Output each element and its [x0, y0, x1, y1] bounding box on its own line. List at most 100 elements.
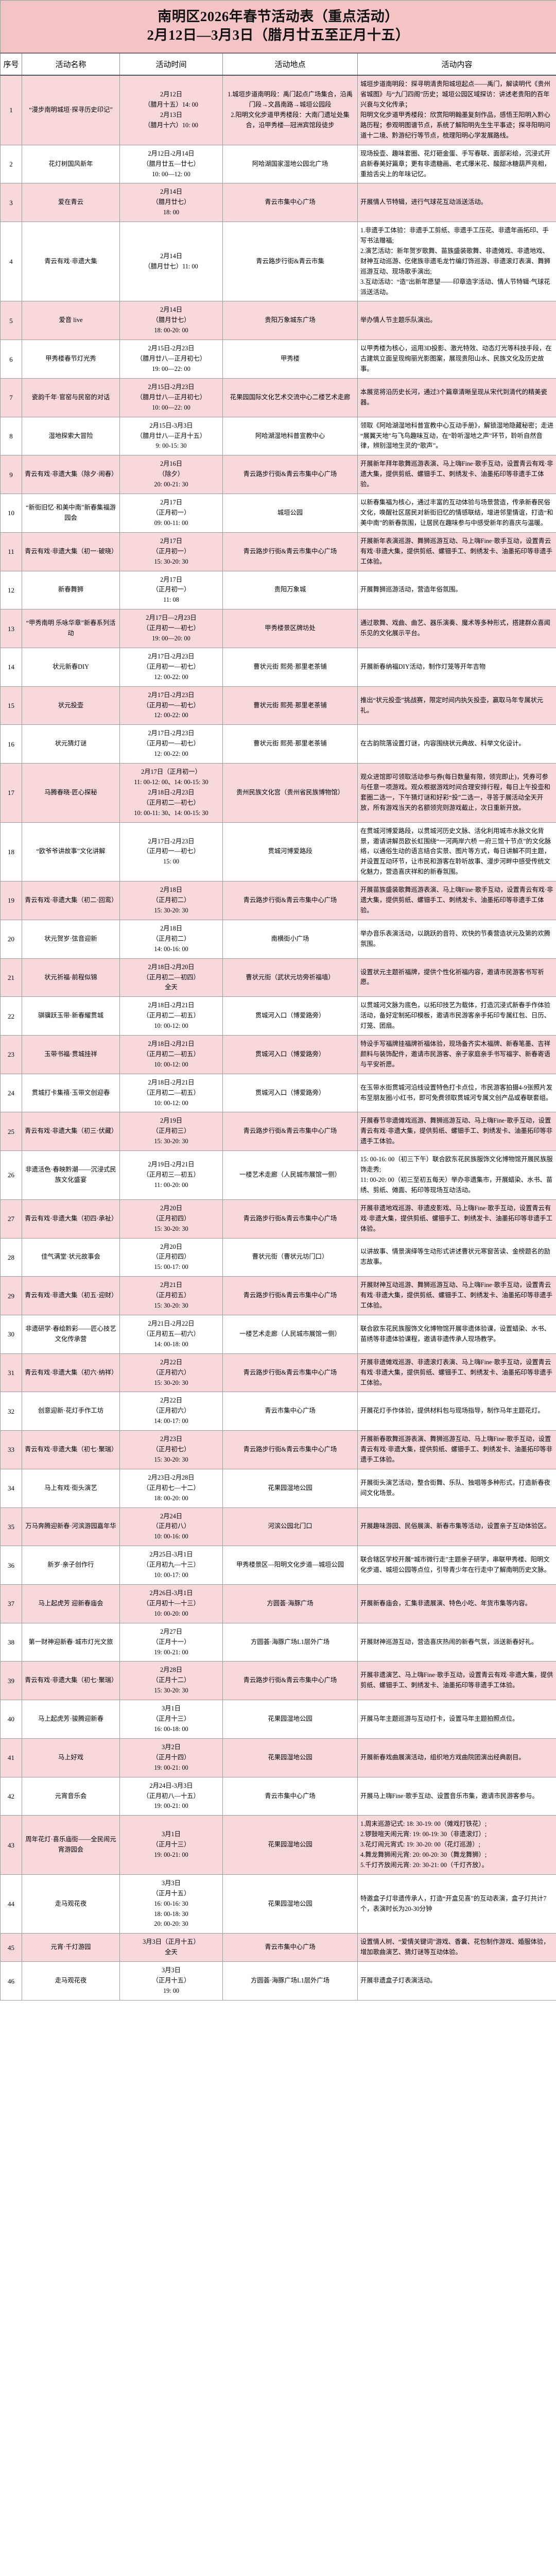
row-activity-content: 以贯城河文脉为底色，以拓印技艺为载体，打造沉浸式新春手作体验活动，备好定制拓印模…	[357, 996, 556, 1036]
row-activity-time: 2月23日 （正月初七） 15: 30-20: 30	[119, 1430, 223, 1469]
row-activity-name: 青云有戏·非遗大集（初五·迎财）	[22, 1276, 120, 1315]
spring-festival-schedule-table: 南明区2026年春节活动表（重点活动） 2月12日—3月3日（腊月廿五至正月十五…	[0, 0, 556, 2001]
table-row: 18 “欧爷爷讲故事”文化讲解 2月17日-2月23日 （正月初一—初七） 15: 00…	[0, 822, 556, 882]
table-row: 41 马上好戏 3月2日 （正月十四） 19: 00-21: 00 花果园湿地公园 开展新春…	[0, 1738, 556, 1777]
row-activity-name: 状元投壶	[22, 686, 120, 725]
row-activity-time: 2月12日-2月14日 （腊月廿五—廿七） 10: 00—12: 00	[119, 144, 223, 184]
row-activity-time: 2月19日 （正月初三） 15: 30-20: 30	[119, 1112, 223, 1151]
row-activity-name: 瓷韵千年·官窑与民窑的对话	[22, 378, 120, 417]
row-activity-time: 3月3日 （正月十五） 16: 00-16: 30 18: 00-18: 30 20: …	[119, 1874, 223, 1934]
row-activity-content: 开展财神互动巡游、舞狮巡游互动、马上嗨Fine·歌手互动，设置青云有戏·非遗大集…	[357, 1276, 556, 1315]
row-activity-place: 南横街小广场	[222, 919, 358, 959]
row-activity-name: 第一财神迎新春·城市灯光文旅	[22, 1622, 120, 1662]
table-row: 37 马上起虎芳 迎新春庙会 2月26日-3月1日 （正月初十—十三） 10: 00-2…	[0, 1584, 556, 1623]
row-activity-content: 以新春集福为核心，通过丰富的互动体验与场景营造，传承新春民俗文化，唤醒社区居民对…	[357, 494, 556, 533]
row-activity-content: 开展情人节特辑，进行气球花互动派送活动。	[357, 183, 556, 223]
row-activity-time: 2月18日-2月20日 （正月初二—初四） 全天	[119, 958, 223, 997]
row-activity-name: 马上起虎芳·骏腾迎新春	[22, 1700, 120, 1739]
row-activity-time: 2月21日-2月22日 （正月初五—初六） 14: 00-18: 00	[119, 1314, 223, 1354]
row-activity-content: 开展街头演艺活动，整合街舞、乐队、独唱等多种形式，打造新春夜间文化场景。	[357, 1468, 556, 1508]
row-no: 35	[0, 1507, 22, 1547]
table-row: 7 瓷韵千年·官窑与民窑的对话 2月15日-2月23日 （腊月廿八—正月初七） 10: …	[0, 378, 556, 417]
row-activity-place: 阿哈湖国家湿地公园北广场	[222, 144, 358, 184]
row-activity-time: 2月17日-2月23日 （正月初一—初七） 15: 00	[119, 822, 223, 882]
table-row: 10 “新街旧忆·和美中南”新春集福游园会 2月17日 （正月初一） 09: 00-11…	[0, 494, 556, 533]
row-activity-place: 花果园湿地公园	[222, 1738, 358, 1777]
row-activity-name: “新街旧忆·和美中南”新春集福游园会	[22, 494, 120, 533]
row-no: 34	[0, 1468, 22, 1508]
row-activity-content: 在玉带水街贯城河沿线设置特色打卡点位，市民游客拍摄4-9张照片发布至朋友圈/小红…	[357, 1073, 556, 1113]
row-activity-name: 马腾春晓·匠心探秘	[22, 763, 120, 823]
row-activity-content: 现场投壶、趣味套圈、花灯砸金蛋、手写春联、面部彩绘，沉浸式开启新春美好篇章；更有…	[357, 144, 556, 184]
row-activity-content: 15: 00-16: 00（初三下午）联合欧东花民族服饰文化博物馆开展民族服饰走…	[357, 1150, 556, 1200]
row-activity-time: 2月17日—2月23日 （正月初一—初七） 19: 00—20: 00	[119, 609, 223, 648]
row-activity-place: 花果园湿地公园	[222, 1468, 358, 1508]
row-activity-name: 贯城打卡集禧·玉带文创迎春	[22, 1073, 120, 1113]
row-activity-content: 开展新春庙会，汇集非遗展演、特色小吃、年货市集等内容。	[357, 1584, 556, 1623]
title-banner-row: 南明区2026年春节活动表（重点活动） 2月12日—3月3日（腊月廿五至正月十五…	[0, 0, 556, 54]
row-no: 10	[0, 494, 22, 533]
row-activity-content: 开展趣味游园、民俗展演、新春市集等活动，设置亲子互动体验区。	[357, 1507, 556, 1547]
row-activity-content: 开展新春歌舞巡游表演、舞狮巡游互动、马上嗨Fine·歌手互动，设置青云有戏·非遗…	[357, 1430, 556, 1469]
row-no: 29	[0, 1276, 22, 1315]
row-activity-name: “欧爷爷讲故事”文化讲解	[22, 822, 120, 882]
row-activity-name: 爱音 live	[22, 301, 120, 341]
row-no: 2	[0, 144, 22, 184]
column-header-no: 序号	[0, 53, 22, 76]
title-line-1: 南明区2026年春节活动表（重点活动）	[158, 9, 399, 24]
table-row: 31 青云有戏·非遗大集（初六·纳祥） 2月22日 （正月初六） 15: 30-20: …	[0, 1353, 556, 1393]
row-no: 40	[0, 1700, 22, 1739]
row-activity-content: 开展春节非遗傩戏巡游、舞狮巡游互动、马上嗨Fine·歌手互动，设置青云有戏·非遗…	[357, 1112, 556, 1151]
row-activity-content: 开展非遗傩戏巡游、非遗滚灯表演、马上嗨Fine·歌手互动，设置青云有戏·非遗大集…	[357, 1353, 556, 1393]
row-activity-time: 2月18日-2月21日 （正月初二—初五） 10: 00-12: 00	[119, 1035, 223, 1074]
table-row: 28 佳气满堂·状元故事会 2月20日 （正月初四） 15: 00-17: 00 曹状元街…	[0, 1238, 556, 1277]
row-activity-place: 青云路步行街&青云市集中心广场	[222, 1199, 358, 1239]
row-activity-time: 2月22日 （正月初六） 15: 30-20: 30	[119, 1353, 223, 1393]
row-activity-place: 曹状元街 熙苑·那里老茶铺	[222, 686, 358, 725]
row-activity-name: 甲秀楼春节灯光秀	[22, 340, 120, 379]
row-no: 37	[0, 1584, 22, 1623]
row-activity-content: 推出“状元投壶”挑战赛，限定时间内执矢投壶，赢取马年专属状元礼。	[357, 686, 556, 725]
row-activity-name: 元宵音乐会	[22, 1776, 120, 1816]
row-activity-place: 青云路步行街&青云市集中心广场	[222, 455, 358, 495]
row-activity-place: 青云路步行街&青云市集中心广场	[222, 1276, 358, 1315]
row-activity-place: 青云市集中心广场	[222, 1776, 358, 1816]
row-activity-content: 开展马上嗨Fine·歌手互动、设置音乐市集，邀请市民游客参与。	[357, 1776, 556, 1816]
row-activity-name: 状元贺岁·弦音迎新	[22, 919, 120, 959]
table-row: 11 青云有戏·非遗大集（初一·破晓） 2月17日 （正月初一） 15: 30-20: …	[0, 532, 556, 571]
column-header-time: 活动时间	[119, 53, 223, 76]
table-row: 21 状元祈福·前程似锦 2月18日-2月20日 （正月初二—初四） 全天 曹状元街（武状…	[0, 958, 556, 997]
row-activity-time: 2月20日 （正月初四） 15: 30-20: 30	[119, 1199, 223, 1239]
table-row: 46 走马观花夜 3月3日 （正月十五） 19: 00 方圆荟·海豚广场L1层外广场 开展非…	[0, 1961, 556, 2001]
row-activity-content: 观众进馆即可领取活动参与券(每日数量有限，领完即止)，凭券可参与任意一项游戏。观…	[357, 763, 556, 823]
row-no: 7	[0, 378, 22, 417]
row-activity-name: 骐骥跃玉带·新春耀贯城	[22, 996, 120, 1036]
row-activity-place: 方圆荟·海豚广场	[222, 1584, 358, 1623]
column-header-content: 活动内容	[357, 53, 556, 76]
table-row: 36 新岁·亲子创作行 2月25日-3月1日 （正月初九—十三） 10: 00-17: …	[0, 1546, 556, 1585]
row-activity-name: 玉带书福·贯城挂祥	[22, 1035, 120, 1074]
row-no: 12	[0, 570, 22, 610]
row-activity-name: 新春舞狮	[22, 570, 120, 610]
row-activity-content: 特设手写福牌挂福牌祈福体验，现场备齐实木福牌、新春笔墨、吉祥颜料与装饰配件，邀请…	[357, 1035, 556, 1074]
row-activity-content: 设置情人树、“爱情关键词”游戏、香囊、花包制作游戏、婚服体验，增加歌曲演艺、猜灯…	[357, 1933, 556, 1962]
row-activity-place: 花果园国际文化艺术交流中心二楼艺术走廊	[222, 378, 358, 417]
row-activity-time: 2月16日 （除夕） 20: 00-21: 30	[119, 455, 223, 495]
row-activity-time: 2月17日 （正月初一） 09: 00-11: 00	[119, 494, 223, 533]
table-row: 38 第一财神迎新春·城市灯光文旅 2月27日 （正月十一） 19: 00-21: 00…	[0, 1622, 556, 1662]
row-activity-time: 2月14日 （腊月廿七）11: 00	[119, 222, 223, 302]
row-activity-place: 花果园湿地公园	[222, 1874, 358, 1934]
row-activity-time: 2月25日-3月1日 （正月初九—十三） 10: 00-17: 00	[119, 1546, 223, 1585]
table-row: 9 青云有戏·非遗大集（除夕·闹春） 2月16日 （除夕） 20: 00-21: 30 青…	[0, 455, 556, 495]
row-no: 39	[0, 1661, 22, 1701]
row-activity-time: 3月1日 （正月十三） 16: 00-18: 00	[119, 1700, 223, 1739]
table-row: 34 马上有戏·街头演艺 2月23日-2月28日 （正月初七—十二） 18: 00-20…	[0, 1468, 556, 1508]
row-no: 36	[0, 1546, 22, 1585]
row-activity-content: 以讲故事、情景演绎等生动形式讲述曹状元寒窗苦读、金榜题名的励志故事。	[357, 1238, 556, 1277]
row-activity-time: 2月27日 （正月十一） 19: 00-21: 00	[119, 1622, 223, 1662]
table-row: 40 马上起虎芳·骏腾迎新春 3月1日 （正月十三） 16: 00-18: 00 花果园湿…	[0, 1700, 556, 1739]
row-activity-name: 青云有戏·非遗大集（初六·纳祥）	[22, 1353, 120, 1393]
row-activity-content: 举办情人节主题乐队演出。	[357, 301, 556, 341]
row-no: 30	[0, 1314, 22, 1354]
row-activity-place: 青云市集中心广场	[222, 183, 358, 223]
